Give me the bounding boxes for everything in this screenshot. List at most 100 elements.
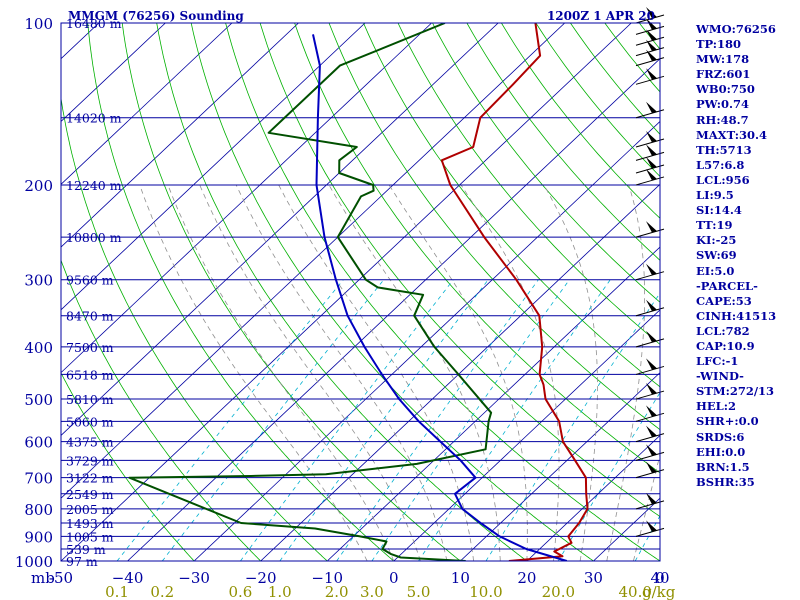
mixing-ratio-line [279,279,489,561]
mixing-ratio-tick-label: 40.0 [619,583,652,600]
mixing-ratio-tick-label: 1.0 [268,583,292,600]
isotherm-line [61,23,299,248]
pressure-label-300: 300 [24,272,53,290]
mixing-ratio-tick-label: 0.2 [150,583,174,600]
moist-adiabat-line [460,184,560,561]
temperature-tick-label: 10 [451,569,470,587]
height-label-550: 5060 m [66,414,114,429]
pressure-label-1000: 1000 [15,553,53,571]
wind-barb [635,130,665,148]
height-label-400: 7500 m [66,340,114,355]
x-axis-end-label: 0 [655,569,665,587]
isotherm-line [61,23,565,499]
moist-adiabat-line [633,452,660,561]
height-label-100: 16480 m [66,16,122,31]
height-label-850: 1493 m [66,516,114,531]
temperature-tick-label: 0 [389,569,399,587]
wind-barb [635,330,665,348]
wind-barb [635,101,665,119]
wind-barb [635,520,665,537]
temperature-tick-label: −10 [311,569,343,587]
index-item: MAXT:30.4 [696,127,767,142]
index-item: CAP:10.9 [696,338,755,353]
moist-adiabat-line [606,184,645,561]
dry-adiabat-line [61,259,261,561]
index-item: RH:48.7 [696,112,749,127]
isotherm-line [61,23,233,185]
wind-barb [635,7,665,24]
temperature-tick-label: 20 [517,569,536,587]
index-item: BRN:1.5 [696,459,750,474]
wind-barb [635,444,665,461]
mixing-ratio-line [485,292,660,561]
mixing-ratio-tick-label: 20.0 [542,583,575,600]
pressure-label-100: 100 [24,15,53,33]
index-item: LI:9.5 [696,188,734,203]
isotherm-line [193,120,660,561]
wind-barb [635,299,665,317]
mixing-ratio-tick-label: 10.0 [469,583,502,600]
index-item: LCL:782 [696,323,750,338]
temperature-tick-label: −40 [112,569,144,587]
wind-barb [635,18,665,35]
mixing-ratio-tick-label: 5.0 [407,583,431,600]
index-item: TH:5713 [696,142,752,157]
temperature-profile-line [440,23,589,561]
isotherm-line [61,23,499,436]
height-label-800: 2005 m [66,502,114,517]
wind-barb [635,144,665,161]
index-item: CAPE:53 [696,293,752,308]
height-label-450: 6518 m [66,367,114,382]
mixing-ratio-tick-label: 2.0 [325,583,349,600]
wind-barb [635,29,665,46]
mixing-ratio-tick-label: 3.0 [360,583,384,600]
index-item: WMO:76256 [696,22,776,36]
wind-barb [635,221,665,238]
pressure-label-600: 600 [24,434,53,452]
wind-barb [635,168,665,186]
wind-barb [635,492,665,510]
wind-barb [635,39,665,57]
wind-barb [635,263,665,281]
height-label-300: 9560 m [66,273,114,288]
chart-title: MMGM (76256) Sounding [68,9,244,23]
isotherm-line [61,23,432,374]
height-label-750: 2549 m [66,487,114,502]
pressure-label-900: 900 [24,528,53,546]
height-label-700: 3122 m [66,471,114,486]
index-item: SRDS:6 [696,429,745,444]
wind-barb [635,68,665,85]
wind-barb [635,49,665,67]
index-item: HEL:2 [696,399,736,414]
temperature-tick-label: -50 [49,569,73,587]
isotherm-line [526,434,660,561]
index-item: EHI:0.0 [696,444,746,459]
height-label-500: 5810 m [66,392,114,407]
isotherm-line [127,58,660,561]
mixing-ratio-line [161,279,385,561]
sounding-indices-list: WMO:76256 TP:180 MW:178 FRZ:601 WB0:750 PW:0.… [696,22,800,490]
mixing-ratio-line [336,279,539,561]
wind-barb [635,425,665,443]
chart-datetime: 1200Z 1 APR 20 [547,9,655,23]
index-item: PW:0.74 [696,97,750,112]
index-item: TT:19 [696,218,733,233]
height-label-150: 14020 m [66,111,122,126]
height-label-350: 8470 m [66,309,114,324]
isotherm-line [61,23,366,311]
wind-barb [635,358,665,375]
mixing-ratio-line [557,391,660,561]
height-label-950: 539 m [66,542,106,557]
index-item: SW:69 [696,248,737,263]
index-item: CINH:41513 [696,308,777,323]
mixing-ratio-tick-label: 0.6 [228,583,252,600]
temperature-tick-label: −20 [245,569,277,587]
index-item: L57:6.8 [696,157,745,172]
index-item: -PARCEL- [696,278,758,293]
index-item: WB0:750 [696,82,755,97]
temperature-tick-label: 40 [650,569,669,587]
mixing-ratio-unit-label: g/kg [642,583,676,600]
index-item: BSHR:35 [696,474,755,489]
pressure-label-200: 200 [24,177,53,195]
